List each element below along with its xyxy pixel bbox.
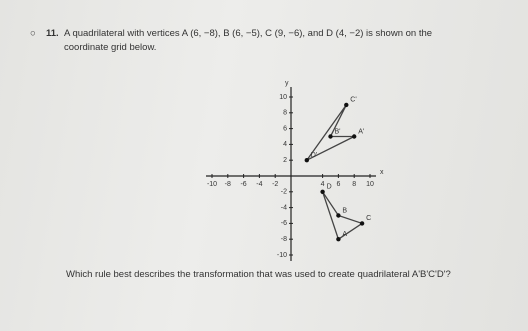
question-text: A quadrilateral with vertices A (6, −8),…	[64, 28, 433, 39]
vertex-label: D'	[311, 152, 317, 159]
vertex	[344, 102, 349, 108]
vertex-label: A	[342, 231, 347, 238]
question-number: 11.	[46, 28, 59, 39]
x-axis-label: x	[380, 169, 384, 176]
x-tick-label: -4	[256, 181, 262, 188]
y-tick-label: 4	[283, 141, 287, 148]
vertex	[320, 189, 325, 194]
question-text: coordinate grid below.	[64, 42, 157, 53]
x-tick-label: 6	[336, 181, 340, 188]
x-tick-label: -10	[207, 181, 217, 188]
x-tick-label: -2	[272, 181, 278, 188]
y-tick-label: -8	[281, 236, 287, 243]
y-tick-label: 8	[283, 110, 287, 117]
y-tick-label: 6	[283, 125, 287, 132]
vertex-label: A'	[358, 128, 364, 135]
y-tick-label: -6	[281, 220, 287, 227]
radio[interactable]: ○	[30, 28, 36, 39]
vertex-label: B'	[335, 128, 341, 135]
y-axis-label: y	[285, 80, 289, 87]
vertex-label: B	[342, 207, 347, 214]
vertex	[328, 134, 333, 139]
x-tick-label: -8	[225, 181, 231, 188]
vertex	[359, 221, 365, 226]
x-tick-label: 8	[352, 181, 356, 188]
vertex	[304, 158, 309, 163]
vertex-label: C'	[350, 97, 356, 104]
x-tick-label: -6	[240, 181, 246, 188]
prompt: Which rule best describes the transforma…	[66, 269, 451, 280]
vertex	[352, 134, 357, 139]
vertex	[336, 237, 341, 242]
vertex-label: D	[327, 184, 332, 191]
x-tick-label: 4	[321, 181, 325, 188]
y-tick-label: 2	[283, 157, 287, 164]
vertex	[336, 213, 341, 218]
y-tick-label: -4	[281, 204, 287, 211]
y-tick-label: 10	[279, 94, 287, 101]
vertex-label: C	[366, 215, 371, 222]
x-tick-label: 10	[366, 181, 374, 188]
y-tick-label: -2	[281, 189, 287, 196]
y-tick-label: -10	[277, 252, 287, 259]
